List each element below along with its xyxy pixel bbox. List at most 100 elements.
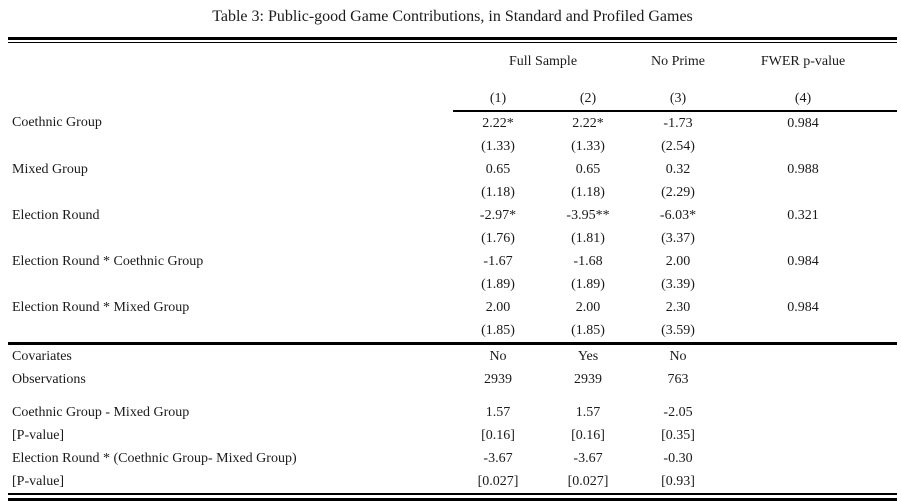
row-label: Observations (12, 371, 86, 387)
value-cell: [0.16] (481, 427, 515, 443)
column-group-fwer-p-value: FWER p-value (760, 53, 846, 69)
filler-cell (883, 250, 897, 273)
value-cell: (1.33) (481, 138, 515, 154)
value-cell: Yes (543, 342, 633, 368)
filler-cell (883, 424, 897, 447)
value-cell: 2.00 (575, 299, 601, 315)
value-cell: -1.73 (663, 115, 693, 131)
filler-cell (883, 401, 897, 424)
column-group-no-prime: No Prime (650, 53, 706, 69)
column-number-3: (3) (633, 80, 723, 112)
filler-cell (883, 204, 897, 227)
table-row: (1.89) (1.89) (3.39) (8, 273, 897, 296)
value-cell (723, 424, 883, 447)
value-cell: 2939 (484, 371, 512, 387)
value-cell: 1.57 (575, 404, 601, 420)
value-cell: (3.59) (661, 322, 695, 338)
value-cell: (1.18) (481, 184, 515, 200)
spacer-row (8, 391, 897, 401)
table-header: Full Sample No Prime FWER p-value (1) (2… (8, 43, 897, 112)
table-row: Mixed Group 0.65 0.65 0.32 0.988 (8, 158, 897, 181)
row-label: Covariates (8, 342, 453, 368)
value-cell (723, 319, 883, 344)
value-cell: 0.988 (787, 161, 819, 177)
value-cell: 2.22* (572, 115, 604, 131)
value-cell: (2.29) (661, 184, 695, 200)
row-label (8, 227, 453, 250)
filler-cell (883, 43, 897, 80)
filler-cell (883, 80, 897, 112)
value-cell: -2.97* (479, 207, 517, 223)
value-cell: (1.33) (571, 138, 605, 154)
row-label (8, 319, 453, 344)
value-cell: (1.81) (571, 230, 605, 246)
row-label: Coethnic Group (12, 115, 102, 130)
empty-header-cell (8, 43, 453, 80)
table-row: [P-value] [0.027] [0.027] [0.93] (8, 470, 897, 495)
value-cell (723, 342, 883, 368)
value-cell: 2939 (574, 371, 602, 387)
top-double-rule (8, 37, 897, 43)
table-row: Election Round * Mixed Group 2.00 2.00 2.30… (8, 296, 897, 319)
value-cell (723, 401, 883, 424)
value-cell: -0.30 (663, 450, 693, 466)
table-row: Coethnic Group 2.22* 2.22* -1.73 0.984 (8, 111, 897, 135)
row-label (8, 135, 453, 158)
filler-cell (883, 470, 897, 495)
row-label: Election Round (12, 207, 100, 223)
row-label (8, 181, 453, 204)
statistics-body: Covariates No Yes No Observations 2939 2939 763… (8, 342, 897, 495)
table-row: (1.85) (1.85) (3.59) (8, 319, 897, 344)
value-cell: 0.984 (787, 253, 819, 269)
table-title: Table 3: Public-good Game Contributions,… (212, 8, 693, 25)
filler-cell (883, 296, 897, 319)
row-label: Election Round * Coethnic Group (12, 253, 204, 269)
bottom-double-rule (8, 498, 897, 502)
column-group-full-sample: Full Sample (508, 53, 578, 69)
value-cell (723, 273, 883, 296)
value-cell (723, 135, 883, 158)
row-label: Mixed Group (12, 161, 88, 177)
spacer-cell (8, 391, 897, 401)
value-cell: 0.32 (665, 161, 691, 177)
filler-cell (883, 273, 897, 296)
value-cell: (1.89) (481, 276, 515, 292)
value-cell: No (633, 342, 723, 368)
table-row: (1.76) (1.81) (3.37) (8, 227, 897, 250)
row-label (8, 273, 453, 296)
filler-cell (883, 181, 897, 204)
table-row: Election Round * Coethnic Group -1.67 -1.6… (8, 250, 897, 273)
coefficients-body: Coethnic Group 2.22* 2.22* -1.73 0.984 (1.33)… (8, 111, 897, 344)
filler-cell (883, 227, 897, 250)
value-cell: [0.16] (571, 427, 605, 443)
filler-cell (883, 135, 897, 158)
column-number-row: (1) (2) (3) (4) (8, 80, 897, 112)
table-row: Election Round * (Coethnic Group- Mixed … (8, 447, 897, 470)
results-table: Full Sample No Prime FWER p-value (1) (2… (8, 43, 897, 495)
value-cell: 2.22* (482, 115, 514, 131)
value-cell: -3.95** (566, 207, 610, 223)
value-cell: 763 (667, 371, 689, 387)
value-cell: 0.65 (575, 161, 601, 177)
filler-cell (883, 111, 897, 135)
filler-cell (883, 342, 897, 368)
value-cell: -1.67 (483, 253, 513, 269)
value-cell: (1.85) (571, 322, 605, 338)
value-cell: 2.00 (485, 299, 511, 315)
value-cell: No (453, 342, 543, 368)
column-number-1: (1) (453, 80, 543, 112)
table-row: Covariates No Yes No (8, 342, 897, 368)
filler-cell (883, 368, 897, 391)
value-cell: (3.37) (661, 230, 695, 246)
column-group-row: Full Sample No Prime FWER p-value (8, 43, 897, 80)
value-cell: -3.67 (573, 450, 603, 466)
table-row: [P-value] [0.16] [0.16] [0.35] (8, 424, 897, 447)
value-cell: 1.57 (485, 404, 511, 420)
value-cell: 0.984 (787, 299, 819, 315)
row-label: Election Round * Mixed Group (12, 299, 190, 315)
table-row: Observations 2939 2939 763 (8, 368, 897, 391)
value-cell: 0.984 (787, 115, 819, 131)
value-cell: (2.54) (661, 138, 695, 154)
value-cell: [0.027] (453, 470, 543, 495)
table-row: Election Round -2.97* -3.95** -6.03* 0.321 (8, 204, 897, 227)
